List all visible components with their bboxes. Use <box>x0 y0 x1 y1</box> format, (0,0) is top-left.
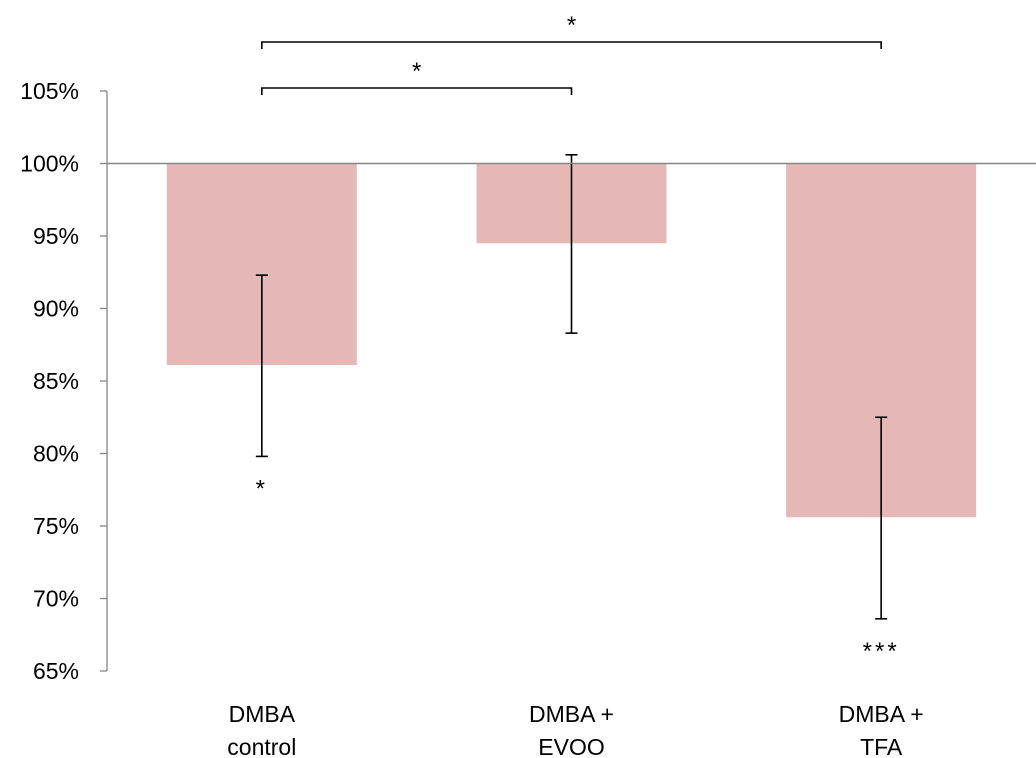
category-label-line: EVOO <box>538 734 604 758</box>
y-tick-label: 95% <box>33 223 79 249</box>
y-tick-label: 65% <box>33 658 79 684</box>
y-tick-label: 70% <box>33 586 79 612</box>
y-tick-label: 90% <box>33 296 79 322</box>
comparison-label: * <box>412 58 421 85</box>
category-label-line: control <box>227 734 296 758</box>
comparison-brackets: ** <box>261 12 882 95</box>
comparison-label: * <box>567 12 576 39</box>
category-label-line: DMBA <box>229 701 296 727</box>
y-axis: 65% 70% 75% 80% 85% 90% 95% 100% 105% <box>20 78 108 684</box>
x-axis-labels: DMBA control DMBA + EVOO DMBA + TFA <box>227 701 923 758</box>
significance-marker: *** <box>863 638 900 665</box>
significance-marker: * <box>256 475 268 502</box>
error-bars <box>255 154 888 620</box>
y-tick-label: 85% <box>33 368 79 394</box>
y-tick-label: 100% <box>20 151 79 177</box>
y-tick-label: 105% <box>20 78 79 104</box>
comparison-bracket <box>261 87 573 95</box>
category-label-line: DMBA + <box>529 701 614 727</box>
significance-markers: **** <box>256 475 900 665</box>
category-label-line: TFA <box>860 734 903 758</box>
category-label: DMBA + TFA <box>839 701 924 758</box>
y-tick-label: 80% <box>33 441 79 467</box>
category-label-line: DMBA + <box>839 701 924 727</box>
y-tick-label: 75% <box>33 513 79 539</box>
category-label: DMBA + EVOO <box>529 701 614 758</box>
comparison-bracket <box>261 41 882 49</box>
bars <box>166 163 977 518</box>
category-label: DMBA control <box>227 701 296 758</box>
